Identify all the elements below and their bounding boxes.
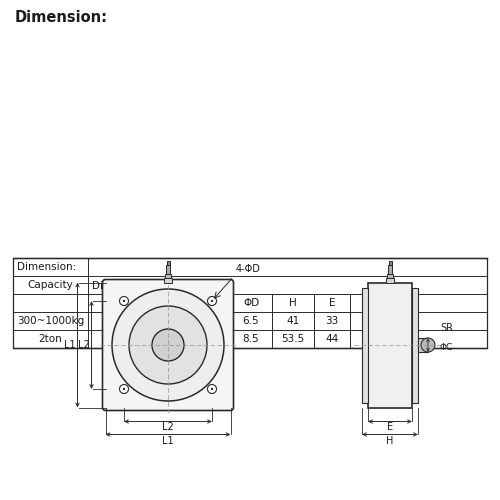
FancyBboxPatch shape	[102, 280, 234, 410]
Circle shape	[211, 300, 213, 302]
Text: Dimension:: Dimension:	[15, 10, 108, 25]
Text: H: H	[289, 298, 297, 308]
Bar	[362, 288, 368, 403]
Text: E: E	[387, 422, 393, 432]
Text: L2: L2	[78, 340, 90, 350]
Text: L1: L1	[111, 298, 123, 308]
Text: L1: L1	[64, 340, 76, 350]
Text: E: E	[329, 298, 335, 308]
Circle shape	[120, 384, 128, 394]
Bar	[164, 278, 172, 282]
Bar	[412, 288, 418, 403]
Text: 53.5: 53.5	[282, 334, 304, 344]
Bar	[387, 274, 393, 278]
Text: ΦC: ΦC	[201, 298, 217, 308]
Text: 6.5: 6.5	[242, 316, 260, 326]
Text: Capacity: Capacity	[28, 280, 74, 290]
Text: 90: 90	[110, 334, 124, 344]
Bar	[388, 264, 392, 274]
Circle shape	[123, 300, 125, 302]
Text: H: H	[386, 436, 394, 446]
Text: Dimension:: Dimension:	[17, 262, 76, 272]
Circle shape	[421, 338, 435, 352]
Text: 4-ΦD: 4-ΦD	[236, 264, 260, 274]
Text: ΦD: ΦD	[243, 298, 259, 308]
Text: 20: 20	[202, 334, 215, 344]
Circle shape	[211, 388, 213, 390]
Text: 73: 73	[160, 334, 173, 344]
Text: 16: 16	[202, 316, 215, 326]
Circle shape	[208, 384, 216, 394]
Bar	[13, 258, 487, 348]
Text: L2: L2	[162, 422, 174, 432]
Text: SR: SR	[440, 323, 453, 333]
Circle shape	[152, 329, 184, 361]
Circle shape	[123, 388, 125, 390]
Circle shape	[129, 306, 207, 384]
Text: 62: 62	[160, 316, 173, 326]
Text: 52: 52	[364, 316, 378, 326]
Text: SR: SR	[364, 298, 378, 308]
Bar	[368, 282, 412, 408]
Text: L1: L1	[162, 436, 174, 446]
Bar	[165, 274, 171, 278]
Text: 70: 70	[364, 334, 378, 344]
Text: ΦC: ΦC	[440, 342, 453, 351]
Text: 2ton: 2ton	[38, 334, 62, 344]
Text: 44: 44	[326, 334, 338, 344]
Circle shape	[120, 296, 128, 306]
Bar	[166, 260, 170, 264]
Circle shape	[208, 296, 216, 306]
Bar	[388, 260, 392, 264]
Text: 41: 41	[286, 316, 300, 326]
Text: L2: L2	[161, 298, 173, 308]
Text: Dimension (mm): Dimension (mm)	[92, 280, 179, 290]
Bar	[386, 278, 394, 282]
Bar	[166, 264, 170, 274]
Bar	[418, 338, 428, 352]
Text: 8.5: 8.5	[242, 334, 260, 344]
Text: 300~1000kg: 300~1000kg	[17, 316, 84, 326]
Circle shape	[112, 289, 224, 401]
Text: 33: 33	[326, 316, 338, 326]
Text: 74: 74	[110, 316, 124, 326]
